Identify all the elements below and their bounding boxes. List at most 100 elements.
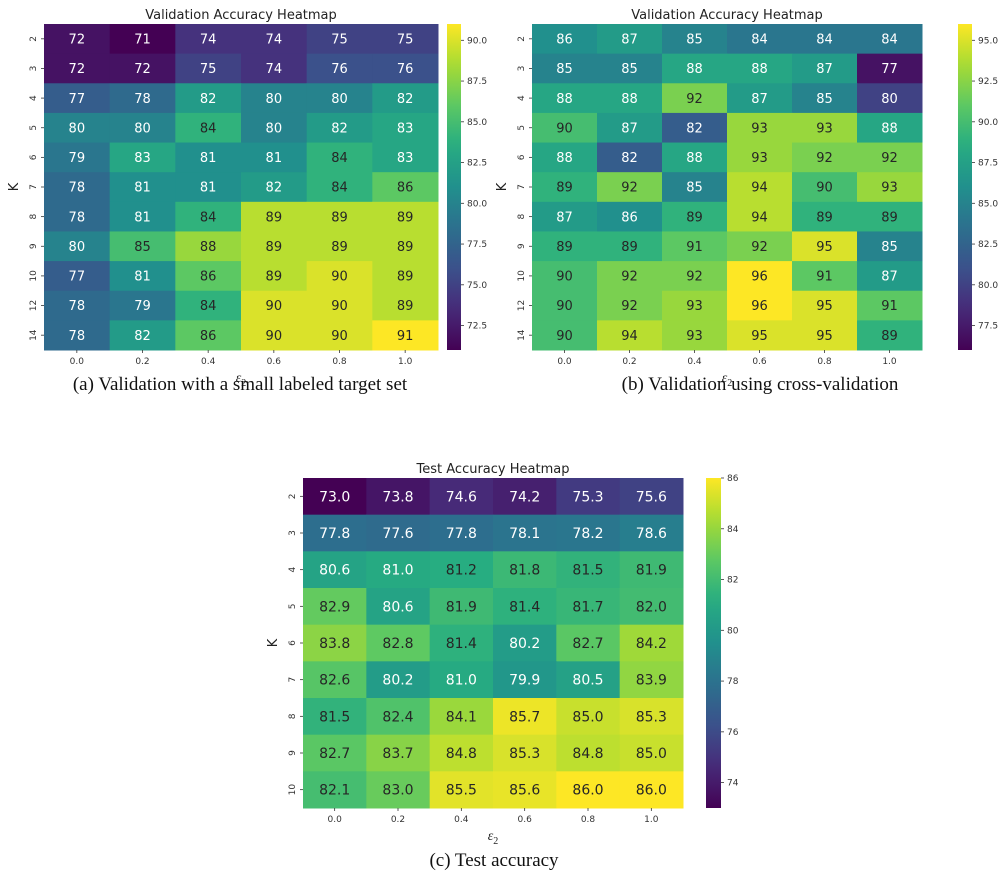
cell-value-label: 89	[621, 240, 638, 255]
y-tick-label: 4	[288, 567, 298, 573]
heatmap-cell	[241, 231, 308, 262]
cell-value-label: 81.9	[446, 599, 477, 615]
heatmap-cell	[372, 24, 439, 55]
cell-value-label: 85.6	[509, 783, 540, 799]
heatmap-cell	[556, 661, 621, 699]
heatmap-cell	[306, 261, 373, 292]
cell-value-label: 78.6	[636, 526, 667, 542]
x-axis-label-subscript: 2	[727, 378, 732, 389]
cell-value-label: 80	[69, 121, 86, 136]
cell-value-label: 84	[200, 210, 217, 225]
cell-value-label: 92	[881, 151, 898, 166]
cell-value-label: 90	[266, 299, 283, 314]
cell-value-label: 77	[69, 92, 86, 107]
cell-value-label: 78	[134, 92, 151, 107]
y-tick-label: 2	[517, 36, 527, 42]
x-axis-label: ε2	[722, 371, 733, 389]
x-tick-label: 0.4	[201, 357, 216, 367]
cell-value-label: 91	[816, 270, 833, 285]
colorbar-tick-label: 86	[727, 474, 739, 484]
colorbar-tick-label: 77.5	[467, 240, 487, 250]
heatmap-cell	[662, 24, 728, 55]
heatmap-cell	[366, 478, 431, 516]
cell-value-label: 85	[621, 62, 638, 77]
cell-value-label: 75.3	[572, 489, 603, 505]
y-tick-label: 6	[288, 640, 298, 646]
heatmap-cell	[556, 624, 621, 662]
x-tick-label: 1.0	[882, 357, 897, 367]
heatmap-cell	[109, 172, 176, 203]
x-tick-label: 0.0	[70, 357, 85, 367]
heatmap-cell	[857, 201, 923, 232]
heatmap-cell	[556, 698, 621, 736]
heatmap-cell	[44, 83, 111, 114]
heatmap-cell	[597, 172, 663, 203]
heatmap-cell	[303, 551, 367, 589]
cell-value-label: 84.1	[446, 709, 477, 725]
cell-value-label: 81	[134, 270, 151, 285]
cell-value-label: 91	[881, 299, 898, 314]
cell-value-label: 90	[816, 181, 833, 196]
heatmap-cell	[597, 112, 663, 144]
heatmap-cell	[662, 83, 728, 114]
heatmap-cell	[44, 290, 111, 321]
cell-value-label: 75.6	[636, 489, 667, 505]
cell-value-label: 88	[881, 121, 898, 136]
heatmap-cell	[857, 290, 923, 321]
cell-value-label: 90	[266, 329, 283, 344]
heatmap-cell	[241, 24, 308, 55]
heatmap-cell	[597, 24, 663, 55]
heatmap-cell	[597, 83, 663, 114]
heatmap-cell	[493, 661, 557, 699]
heatmap-cell	[303, 734, 367, 772]
heatmap-cell	[429, 698, 494, 736]
chart-title: Validation Accuracy Heatmap	[145, 8, 337, 23]
heatmap-cell	[241, 261, 308, 292]
cell-value-label: 91	[686, 240, 703, 255]
colorbar-tick-label: 76	[727, 728, 739, 738]
cell-value-label: 92	[621, 181, 638, 196]
cell-value-label: 85.0	[636, 746, 667, 762]
heatmap-cell	[727, 83, 793, 114]
cell-value-label: 95	[816, 299, 833, 314]
heatmap-cell	[366, 588, 431, 626]
heatmap-cell	[429, 514, 494, 552]
heatmap-cell	[532, 53, 598, 84]
colorbar-tick-label: 92.5	[978, 77, 998, 87]
cell-value-label: 79	[134, 299, 151, 314]
cell-value-label: 82	[686, 121, 703, 136]
cell-value-label: 72	[69, 33, 86, 48]
heatmap-cell	[597, 320, 663, 351]
y-tick-label: 7	[517, 184, 527, 190]
cell-value-label: 92	[621, 299, 638, 314]
heatmap-cell	[727, 201, 793, 232]
cell-value-label: 81.0	[382, 563, 413, 579]
heatmap-cell	[556, 551, 621, 589]
heatmap-cell	[306, 53, 373, 84]
cell-value-label: 82.4	[382, 709, 413, 725]
heatmap-cell	[109, 201, 176, 232]
x-tick-label: 0.8	[581, 815, 596, 825]
heatmap-cell	[619, 661, 684, 699]
heatmap-cell	[303, 698, 367, 736]
heatmap-cell	[366, 551, 431, 589]
cell-value-label: 78	[69, 210, 86, 225]
cell-value-label: 74	[266, 33, 283, 48]
cell-value-label: 86	[200, 270, 217, 285]
heatmap-cell	[662, 172, 728, 203]
cell-value-label: 87	[881, 270, 898, 285]
heatmap-cell	[372, 112, 439, 144]
heatmap-cell	[727, 320, 793, 351]
heatmap-cell	[175, 290, 242, 321]
cell-value-label: 85.0	[572, 709, 603, 725]
cell-value-label: 93	[881, 181, 898, 196]
cell-value-label: 84	[331, 151, 348, 166]
heatmap-cell	[366, 624, 431, 662]
heatmap-cell	[556, 734, 621, 772]
cell-value-label: 81.5	[572, 563, 603, 579]
y-tick-label: 2	[288, 493, 298, 499]
heatmap-cell	[109, 112, 176, 144]
heatmap-cell	[306, 320, 373, 351]
heatmap-cell	[175, 142, 242, 173]
cell-value-label: 91	[397, 329, 414, 344]
